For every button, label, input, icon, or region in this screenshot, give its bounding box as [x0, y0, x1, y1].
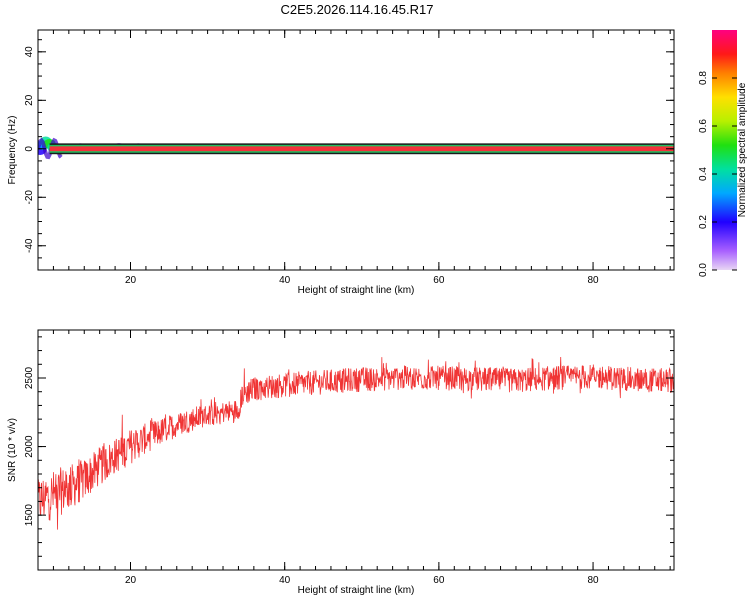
spectrogram-xtick-label: 60	[433, 275, 445, 286]
figure-title: C2E5.2026.114.16.45.R17	[281, 2, 434, 17]
spectrogram-panel: 20 40 60 80 -40 -20 0 20 40 Height of straight l…	[7, 29, 675, 296]
spectrogram-x-label: Height of straight line (km)	[298, 285, 415, 296]
spectrogram-xtick-label: 20	[125, 275, 137, 286]
spectrogram-ticks: 20 40 60 80 -40 -20 0 20 40	[24, 30, 674, 286]
snr-x-label: Height of straight line (km)	[298, 585, 415, 596]
snr-xtick-label: 80	[587, 575, 599, 586]
spectrogram-ytick-label: -20	[24, 190, 35, 205]
colorbar-gradient	[712, 30, 737, 270]
snr-xtick-label: 20	[125, 575, 137, 586]
spectrogram-ytick-label: 20	[24, 94, 35, 106]
snr-ytick-label: 2500	[24, 366, 35, 389]
snr-ytick-label: 1500	[24, 504, 35, 527]
snr-frame	[37, 329, 675, 571]
spectrogram-ytick-label: 40	[24, 46, 35, 58]
colorbar-tick-label: 0.8	[698, 71, 709, 85]
colorbar-ticks: 0.0 0.2 0.4 0.6 0.8	[698, 71, 737, 277]
spectrogram-frame	[37, 29, 675, 271]
colorbar-tick-label: 0.4	[698, 167, 709, 181]
snr-ytick-label: 2000	[24, 435, 35, 458]
snr-xtick-label: 60	[433, 575, 445, 586]
colorbar: 0.0 0.2 0.4 0.6 0.8 Normalized spectral ampl…	[698, 30, 748, 277]
snr-ticks: 20 40 60 80 1500 2000 2500	[24, 330, 674, 586]
spectrogram-y-label: Frequency (Hz)	[7, 116, 18, 185]
spectrogram-ytick-label: 0	[24, 146, 35, 152]
snr-y-label: SNR (10 * v/v)	[7, 418, 18, 482]
spectrogram-ytick-label: -40	[24, 238, 35, 253]
colorbar-label: Normalized spectral amplitude	[737, 82, 748, 217]
colorbar-tick-label: 0.2	[698, 215, 709, 229]
spectrogram-band	[49, 146, 674, 152]
colorbar-tick-label: 0.0	[698, 263, 709, 277]
spectrogram-xtick-label: 40	[279, 275, 291, 286]
spectrogram-marks	[38, 136, 674, 160]
snr-xtick-label: 40	[279, 575, 291, 586]
snr-plot-area	[38, 330, 674, 570]
snr-panel: 20 40 60 80 1500 2000 2500 Height of straight …	[7, 329, 675, 596]
snr-marks	[38, 356, 674, 530]
colorbar-tick-label: 0.6	[698, 119, 709, 133]
snr-series-line	[38, 356, 674, 530]
spectrogram-xtick-label: 80	[587, 275, 599, 286]
